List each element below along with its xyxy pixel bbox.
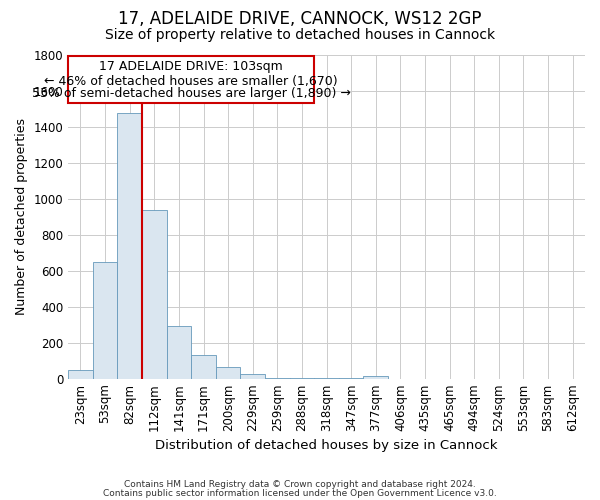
Bar (216, 367, 241, 378)
Bar (68, 370, 93, 378)
Bar (364, 376, 388, 378)
Bar (167, 326, 191, 378)
FancyBboxPatch shape (68, 56, 314, 102)
Bar (93, 262, 118, 378)
Bar (241, 374, 265, 378)
Text: ← 46% of detached houses are smaller (1,670): ← 46% of detached houses are smaller (1,… (44, 75, 338, 88)
Text: Contains public sector information licensed under the Open Government Licence v3: Contains public sector information licen… (103, 488, 497, 498)
Text: Contains HM Land Registry data © Crown copyright and database right 2024.: Contains HM Land Registry data © Crown c… (124, 480, 476, 489)
Bar (118, 112, 142, 378)
X-axis label: Distribution of detached houses by size in Cannock: Distribution of detached houses by size … (155, 440, 498, 452)
Bar (142, 210, 167, 378)
Text: Size of property relative to detached houses in Cannock: Size of property relative to detached ho… (105, 28, 495, 42)
Text: 17, ADELAIDE DRIVE, CANNOCK, WS12 2GP: 17, ADELAIDE DRIVE, CANNOCK, WS12 2GP (118, 10, 482, 28)
Bar (191, 356, 216, 378)
Text: 53% of semi-detached houses are larger (1,890) →: 53% of semi-detached houses are larger (… (32, 88, 350, 101)
Y-axis label: Number of detached properties: Number of detached properties (15, 118, 28, 316)
Text: 17 ADELAIDE DRIVE: 103sqm: 17 ADELAIDE DRIVE: 103sqm (100, 60, 283, 74)
